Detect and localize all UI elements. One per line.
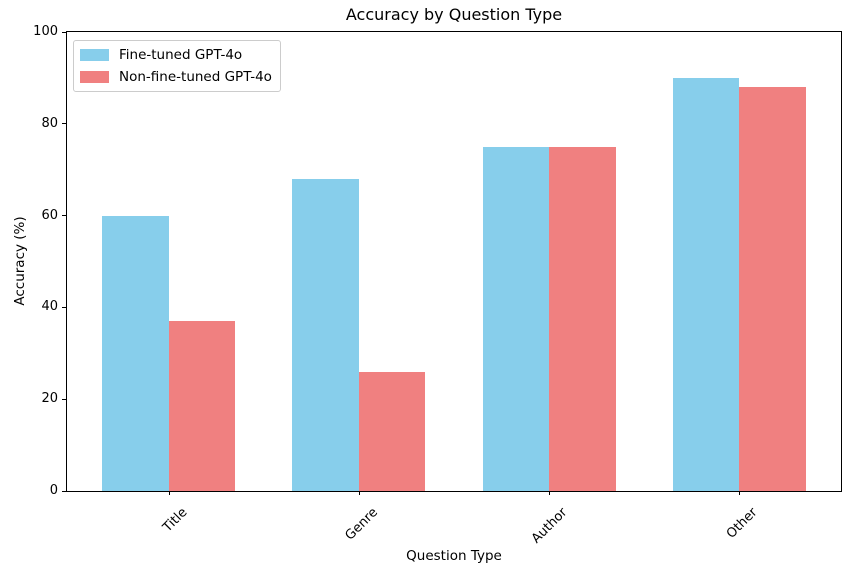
legend-label: Non-fine-tuned GPT-4o xyxy=(119,69,272,85)
x-tick-mark xyxy=(739,491,741,495)
x-tick-label: Other xyxy=(724,505,761,542)
y-tick-label: 20 xyxy=(41,391,58,407)
y-tick-label: 100 xyxy=(33,24,58,39)
chart-title: Accuracy by Question Type xyxy=(345,5,563,24)
y-tick-mark xyxy=(62,490,66,492)
legend-item: Non-fine-tuned GPT-4o xyxy=(80,67,272,87)
legend: Fine-tuned GPT-4o Non-fine-tuned GPT-4o xyxy=(73,40,281,92)
x-tick-mark xyxy=(549,491,551,495)
x-tick-label: Author xyxy=(529,505,571,547)
bar-non-fine-tuned-gpt-4o-genre xyxy=(358,371,426,491)
x-tick-label: Title xyxy=(160,505,191,536)
x-tick-label: Genre xyxy=(342,505,381,544)
bar-non-fine-tuned-gpt-4o-author xyxy=(549,146,616,491)
x-tick-mark xyxy=(168,491,170,495)
y-axis-label: Accuracy (%) xyxy=(12,216,28,306)
y-tick-label: 40 xyxy=(41,299,58,315)
bar-non-fine-tuned-gpt-4o-other xyxy=(739,87,806,491)
legend-item: Fine-tuned GPT-4o xyxy=(80,45,272,65)
bar-fine-tuned-gpt-4o-genre xyxy=(292,178,359,491)
legend-swatch xyxy=(80,49,109,61)
y-tick-mark xyxy=(62,215,66,217)
plot-area xyxy=(66,31,842,492)
legend-swatch xyxy=(80,71,109,83)
bar-non-fine-tuned-gpt-4o-title xyxy=(168,321,236,491)
x-axis-label: Question Type xyxy=(406,548,502,564)
bar-fine-tuned-gpt-4o-author xyxy=(482,146,550,491)
y-tick-mark xyxy=(62,123,66,125)
bar-fine-tuned-gpt-4o-other xyxy=(672,77,740,491)
y-tick-label: 60 xyxy=(41,207,58,223)
y-tick-mark xyxy=(62,31,66,33)
x-tick-mark xyxy=(358,491,360,495)
legend-label: Fine-tuned GPT-4o xyxy=(119,47,243,63)
y-tick-label: 0 xyxy=(49,483,58,498)
y-tick-mark xyxy=(62,306,66,308)
bar-fine-tuned-gpt-4o-title xyxy=(102,215,169,491)
y-tick-mark xyxy=(62,398,66,400)
y-tick-label: 80 xyxy=(41,115,58,131)
